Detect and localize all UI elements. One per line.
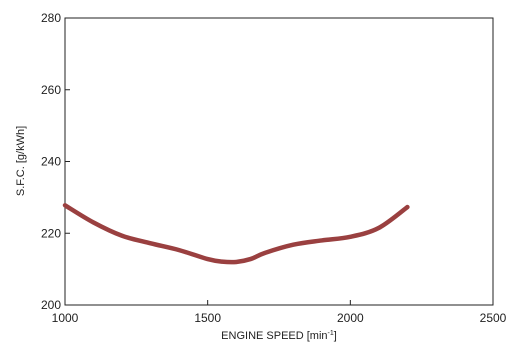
y-tick-label: 280 bbox=[41, 11, 61, 25]
series-layer bbox=[62, 203, 410, 265]
x-tick-label: 1500 bbox=[194, 311, 221, 325]
y-tick-label: 200 bbox=[41, 298, 61, 312]
x-axis-ticks: 1000 1500 2000 2500 bbox=[52, 300, 507, 325]
x-axis-title: ENGINE SPEED [min-1] bbox=[221, 330, 337, 342]
y-tick-label: 240 bbox=[41, 155, 61, 169]
x-tick-label: 2000 bbox=[337, 311, 364, 325]
x-axis-title-suffix: ] bbox=[334, 330, 337, 342]
x-tick-label: 1000 bbox=[52, 311, 79, 325]
y-axis-title: S.F.C. [g/kWh] bbox=[15, 126, 27, 196]
x-axis-title-prefix: ENGINE SPEED [min bbox=[221, 330, 327, 342]
plot-frame bbox=[64, 17, 494, 306]
sfc-series-line bbox=[62, 203, 410, 265]
x-axis-title-superscript: -1 bbox=[328, 330, 334, 337]
y-axis-ticks: 200 220 240 260 280 bbox=[41, 11, 70, 312]
x-tick-label: 2500 bbox=[480, 311, 507, 325]
y-tick-label: 220 bbox=[41, 226, 61, 240]
y-tick-label: 260 bbox=[41, 83, 61, 97]
